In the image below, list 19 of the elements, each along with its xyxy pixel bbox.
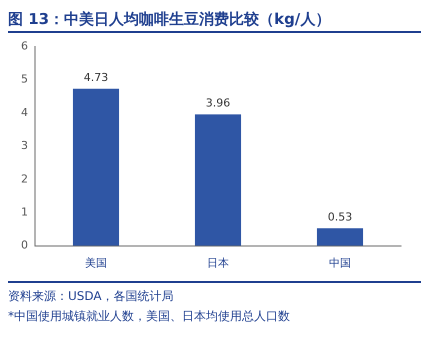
bar <box>194 114 242 246</box>
y-tick-label: 6 <box>21 39 28 52</box>
data-label: 3.96 <box>206 96 230 110</box>
bar <box>316 228 364 246</box>
data-label: 4.73 <box>84 71 108 84</box>
y-tick-label: 4 <box>21 106 28 119</box>
y-tick-label: 5 <box>21 72 28 86</box>
x-tick-label: 中国 <box>329 256 351 270</box>
text: *中国使用城镇就业人数，美国、日本均使用总人口数 <box>8 308 291 325</box>
chart-title: 图 13：中美日人均咖啡生豆消费比较（kg/人） <box>8 8 421 33</box>
x-tick-label: 美国 <box>85 256 107 270</box>
bar <box>72 88 120 246</box>
data-label: 0.53 <box>328 210 352 224</box>
y-tick-label: 0 <box>21 238 28 252</box>
x-tick-label: 日本 <box>207 256 229 270</box>
y-tick-label: 1 <box>21 205 28 218</box>
y-tick-label: 2 <box>21 172 28 186</box>
text: 资料来源：USDA，各国统计局 <box>8 288 175 305</box>
y-tick-label: 3 <box>21 139 28 152</box>
